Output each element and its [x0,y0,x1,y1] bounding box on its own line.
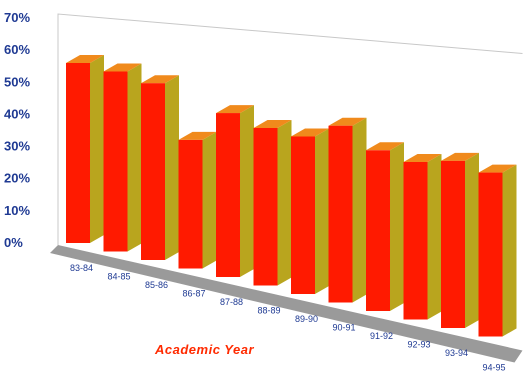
bar-side [502,164,517,337]
x-axis-label: Academic Year [154,342,254,357]
y-tick-label: 30% [4,139,30,154]
x-tick-label: 87-88 [220,297,243,307]
bar-side [90,55,104,243]
y-tick-label: 20% [4,171,30,186]
floor-plane [50,245,523,363]
y-tick-label: 60% [4,42,30,57]
bar [366,142,404,311]
bar-top [291,128,329,137]
x-axis-ticks: 83-84 84-85 85-86 86-87 87-88 88-89 89-90 90-91… [70,263,506,373]
bar-side [202,131,217,269]
y-tick-label: 50% [4,74,30,89]
y-tick-label: 0% [4,235,23,250]
bar [253,120,292,286]
x-tick-label: 88-89 [258,306,281,316]
y-tick-label: 70% [4,10,30,25]
bar-top [66,55,104,63]
bar-top [216,105,254,114]
bar-front [291,136,315,294]
bar-top [103,63,142,72]
bar-top [366,142,404,151]
bar-side [165,75,179,260]
bar-top [328,117,367,126]
bar [291,128,329,294]
bar-side [315,128,329,294]
y-axis-ticks: 0% 10% 20% 30% 40% 50% 60% 70% [4,10,30,250]
x-tick-label: 89-90 [295,314,318,324]
bar-front [478,172,503,337]
bar-front [328,125,353,303]
bar [216,105,254,277]
bar [178,131,217,269]
bars [66,55,517,337]
x-tick-label: 93-94 [445,348,468,358]
bar-front [216,113,240,277]
back-wall-line [57,13,523,245]
x-tick-label: 85-86 [145,280,168,290]
bar-front [403,162,428,320]
bar-top [178,131,217,140]
bar-front [366,150,390,311]
bar-top [403,154,442,162]
x-tick-label: 91-92 [370,331,393,341]
bar-top [441,152,479,161]
bar-front [441,160,465,328]
bar [141,75,179,260]
chart-walls [57,13,523,245]
x-tick-label: 92-93 [408,340,431,350]
bar [441,152,479,328]
bar-side [390,142,404,311]
bar-side [127,63,142,252]
bar-side [465,152,479,328]
x-tick-label: 90-91 [333,323,356,333]
bar-top [253,120,292,128]
x-tick-label: 83-84 [70,263,93,273]
bar-side [277,120,292,286]
bar [478,164,517,337]
bar-front [178,139,203,269]
x-tick-label: 94-95 [483,363,506,373]
bar-front [141,83,165,260]
bar [66,55,104,243]
bar [328,117,367,303]
y-tick-label: 10% [4,203,30,218]
bar [403,154,442,320]
y-tick-label: 40% [4,106,30,121]
bar-front [253,128,278,286]
bar-side [427,154,442,320]
chart-floor [50,245,523,363]
bar-side [240,105,254,277]
bar [103,63,142,252]
x-tick-label: 86-87 [183,289,206,299]
x-tick-label: 84-85 [108,272,131,282]
bar-front [66,63,90,243]
bar-front [103,71,128,252]
bar-top [141,75,179,84]
bar-top [478,164,517,173]
bar-side [352,117,367,303]
